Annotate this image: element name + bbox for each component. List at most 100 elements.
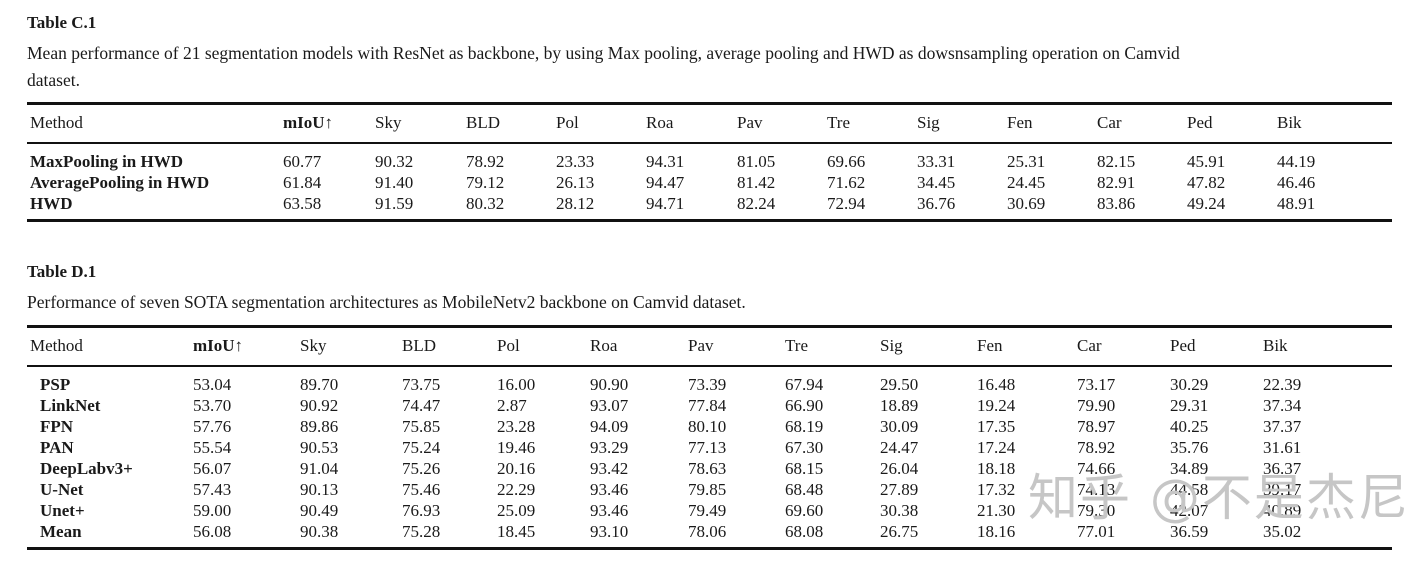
table-row: LinkNet 53.70 90.92 74.47 2.87 93.07 77.84 66.9… <box>27 395 1392 416</box>
value-cell: 90.92 <box>300 395 339 415</box>
table-c1-title: Table C.1 <box>27 13 97 32</box>
value-cell: 67.30 <box>785 437 824 457</box>
value-cell: 35.02 <box>1263 521 1302 541</box>
value-cell: 24.45 <box>1007 173 1046 192</box>
value-cell: 94.47 <box>646 173 685 192</box>
value-cell: 26.13 <box>556 173 595 192</box>
table-c1-body: MaxPooling in HWD 60.77 90.32 78.92 23.33 94.… <box>27 143 1392 221</box>
value-cell: 37.37 <box>1263 416 1302 436</box>
value-cell: 56.07 <box>193 458 232 478</box>
value-cell: 18.16 <box>977 521 1016 541</box>
value-cell: 72.94 <box>827 194 866 213</box>
value-cell: 2.87 <box>497 395 527 415</box>
caption-line: Mean performance of 21 segmentation mode… <box>27 43 1180 63</box>
value-cell: 35.76 <box>1170 437 1209 457</box>
value-cell: 39.17 <box>1263 479 1302 499</box>
column-header: Ped <box>1170 326 1263 367</box>
value-cell: 83.86 <box>1097 194 1136 213</box>
value-cell: 40.89 <box>1263 500 1302 520</box>
value-cell: 94.71 <box>646 194 685 213</box>
column-header: Pav <box>737 103 827 144</box>
value-cell: 67.94 <box>785 374 824 394</box>
value-cell: 23.28 <box>497 416 536 436</box>
value-cell: 30.38 <box>880 500 919 520</box>
value-cell: 36.37 <box>1263 458 1302 478</box>
value-cell: 77.01 <box>1077 521 1116 541</box>
value-cell: 21.30 <box>977 500 1016 520</box>
value-cell: 59.00 <box>193 500 232 520</box>
value-cell: 16.00 <box>497 374 536 394</box>
value-cell: 26.04 <box>880 458 919 478</box>
value-cell: 90.13 <box>300 479 339 499</box>
value-cell: 68.19 <box>785 416 824 436</box>
value-cell: 93.29 <box>590 437 629 457</box>
value-cell: 69.60 <box>785 500 824 520</box>
value-cell: 79.85 <box>688 479 727 499</box>
value-cell: 91.40 <box>375 173 414 192</box>
table-d1-body: PSP 53.04 89.70 73.75 16.00 90.90 73.39 67.94 29… <box>27 366 1392 549</box>
table-d1-title: Table D.1 <box>27 262 97 281</box>
value-cell: 74.66 <box>1077 458 1116 478</box>
caption-line: Performance of seven SOTA segmentation a… <box>27 292 746 312</box>
value-cell: 74.47 <box>402 395 441 415</box>
value-cell: 93.46 <box>590 479 629 499</box>
value-cell: 25.31 <box>1007 152 1046 171</box>
value-cell: 29.50 <box>880 374 919 394</box>
column-header: Method <box>27 103 283 144</box>
value-cell: 75.85 <box>402 416 441 436</box>
value-cell: 68.08 <box>785 521 824 541</box>
value-cell: 26.75 <box>880 521 919 541</box>
value-cell: 75.26 <box>402 458 441 478</box>
value-cell: 16.48 <box>977 374 1016 394</box>
value-cell: 76.93 <box>402 500 441 520</box>
value-cell: 36.59 <box>1170 521 1209 541</box>
value-cell: 79.90 <box>1077 395 1116 415</box>
value-cell: 28.12 <box>556 194 595 213</box>
value-cell: 78.92 <box>466 152 505 171</box>
value-cell: 91.04 <box>300 458 339 478</box>
value-cell: 33.31 <box>917 152 956 171</box>
method-cell: PSP <box>40 374 71 394</box>
value-cell: 69.66 <box>827 152 866 171</box>
value-cell: 57.43 <box>193 479 232 499</box>
value-cell: 44.58 <box>1170 479 1209 499</box>
value-cell: 40.25 <box>1170 416 1209 436</box>
value-cell: 22.39 <box>1263 374 1302 394</box>
value-cell: 75.24 <box>402 437 441 457</box>
column-header: Sig <box>880 326 977 367</box>
value-cell: 82.15 <box>1097 152 1136 171</box>
value-cell: 17.24 <box>977 437 1016 457</box>
value-cell: 90.90 <box>590 374 629 394</box>
column-header: Tre <box>785 326 880 367</box>
value-cell: 46.46 <box>1277 173 1316 192</box>
value-cell: 93.10 <box>590 521 629 541</box>
value-cell: 48.91 <box>1277 194 1316 213</box>
value-cell: 75.46 <box>402 479 441 499</box>
table-c1: Method mIoU↑ Sky BLD Pol Roa Pav Tre Sig Fen Car Pe… <box>27 102 1392 222</box>
value-cell: 82.24 <box>737 194 776 213</box>
value-cell: 80.10 <box>688 416 727 436</box>
value-cell: 81.42 <box>737 173 776 192</box>
value-cell: 90.38 <box>300 521 339 541</box>
value-cell: 68.15 <box>785 458 824 478</box>
value-cell: 53.04 <box>193 374 232 394</box>
value-cell: 66.90 <box>785 395 824 415</box>
value-cell: 90.32 <box>375 152 414 171</box>
method-cell: Mean <box>40 521 82 541</box>
value-cell: 73.75 <box>402 374 441 394</box>
column-header: Fen <box>977 326 1077 367</box>
column-header: Method <box>27 326 193 367</box>
column-header: Sky <box>300 326 402 367</box>
column-header: mIoU↑ <box>193 326 300 367</box>
value-cell: 19.46 <box>497 437 536 457</box>
column-header: BLD <box>466 103 556 144</box>
table-c1-header: Method mIoU↑ Sky BLD Pol Roa Pav Tre Sig Fen Car Pe… <box>27 103 1392 144</box>
value-cell: 22.29 <box>497 479 536 499</box>
table-row: Mean 56.08 90.38 75.28 18.45 93.10 78.06 68.08 2… <box>27 521 1392 549</box>
table-d1-section: Table D.1 Performance of seven SOTA segm… <box>27 262 1392 550</box>
table-row: AveragePooling in HWD 61.84 91.40 79.12 26.1… <box>27 172 1392 193</box>
value-cell: 78.97 <box>1077 416 1116 436</box>
column-header: Roa <box>646 103 737 144</box>
value-cell: 42.07 <box>1170 500 1209 520</box>
